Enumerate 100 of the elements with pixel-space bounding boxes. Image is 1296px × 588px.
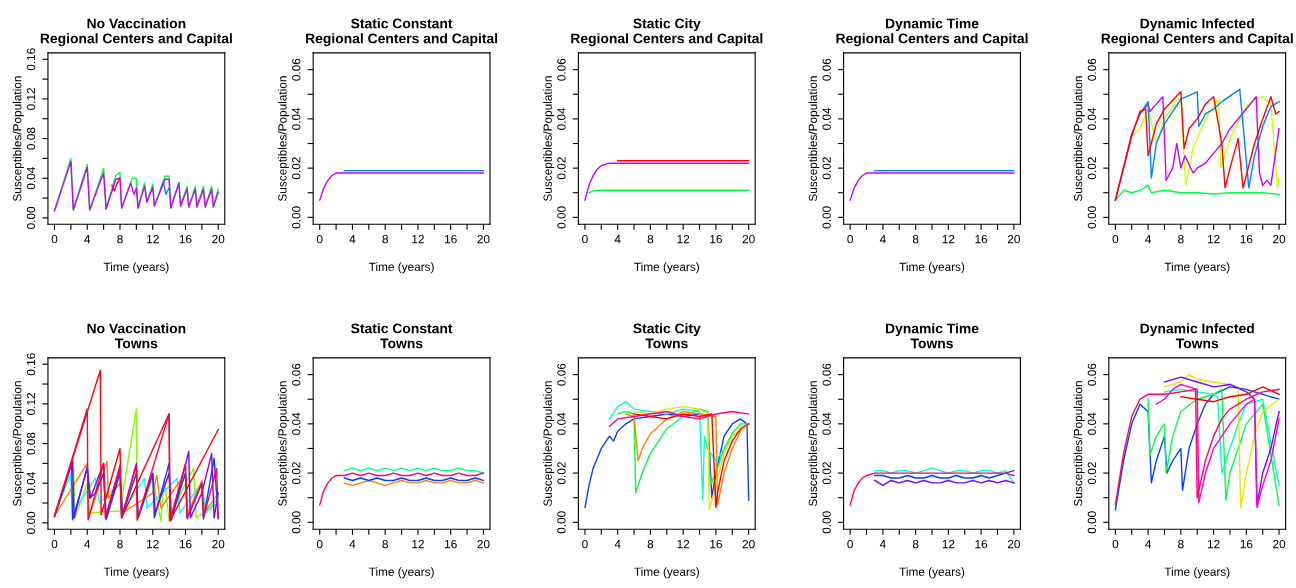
chart-title: Static City Regional Centers and Capital xyxy=(571,18,763,47)
x-tick-label: 12 xyxy=(1207,234,1220,244)
x-axis-title: Time (years) xyxy=(368,567,434,579)
y-tick-label: 0.00 xyxy=(292,206,301,229)
x-tick-label: 4 xyxy=(84,235,91,244)
x-tick-label: 12 xyxy=(1207,539,1220,549)
x-tick-label: 16 xyxy=(1240,234,1253,244)
y-tick-label: 0.08 xyxy=(26,432,36,455)
x-tick-label: 0 xyxy=(316,539,323,549)
y-tick-label: 0.06 xyxy=(557,58,566,81)
y-tick-label: 0.06 xyxy=(822,58,831,81)
y-tick-label: 0.04 xyxy=(26,167,36,190)
line-series xyxy=(1180,386,1280,403)
x-tick-label: 16 xyxy=(179,539,192,549)
chart-title: Dynamic Time Regional Centers and Capital xyxy=(836,18,1028,47)
x-tick-label: 20 xyxy=(212,234,225,244)
y-axis-title: Susceptibles/Population xyxy=(543,381,555,506)
x-tick-label: 0 xyxy=(582,539,588,549)
y-tick-label: 0.06 xyxy=(292,58,301,81)
y-tick-label: 0.06 xyxy=(557,363,566,386)
y-axis-title: Susceptibles/Population xyxy=(12,381,24,506)
y-tick-label: 0.00 xyxy=(557,511,566,534)
x-tick-label: 0 xyxy=(316,234,323,244)
y-tick-label: 0.04 xyxy=(822,107,831,130)
y-tick-label: 0.00 xyxy=(1087,511,1097,534)
x-axis-title: Time (years) xyxy=(634,567,699,579)
x-axis-title: Time (years) xyxy=(634,262,699,274)
y-tick-label: 0.04 xyxy=(822,412,831,435)
y-tick-label: 0.02 xyxy=(557,462,566,485)
y-axis-title: Susceptibles/Population xyxy=(543,76,555,202)
y-tick-label: 0.04 xyxy=(1087,107,1097,130)
line-series xyxy=(616,408,750,494)
y-tick-label: 0.00 xyxy=(1087,206,1097,229)
x-tick-label: 4 xyxy=(879,540,886,549)
chart-title: No Vaccination Towns xyxy=(87,323,186,349)
line-series xyxy=(874,469,1015,479)
x-tick-label: 8 xyxy=(382,234,388,244)
x-tick-label: 0 xyxy=(1112,539,1119,549)
line-series xyxy=(608,410,750,428)
x-tick-label: 12 xyxy=(147,234,159,244)
line-series xyxy=(849,472,1015,506)
y-axis-title: Susceptibles/Population xyxy=(1073,76,1085,202)
x-tick-label: 12 xyxy=(677,234,690,244)
x-tick-label: 16 xyxy=(445,539,457,549)
y-tick-label: 0.00 xyxy=(26,206,36,229)
line-series xyxy=(849,172,1015,201)
chart-title: Static City Towns xyxy=(633,323,701,349)
x-tick-label: 12 xyxy=(412,234,424,244)
line-series xyxy=(584,162,750,201)
y-axis-title: Susceptibles/Population xyxy=(808,76,820,202)
y-tick-label: 0.04 xyxy=(557,107,566,130)
chart-title: Static Constant Regional Centers and Capital xyxy=(306,18,498,47)
x-tick-label: 0 xyxy=(1112,234,1119,244)
x-tick-label: 20 xyxy=(1007,539,1020,549)
y-tick-label: 0.12 xyxy=(26,392,36,415)
x-tick-label: 20 xyxy=(212,539,225,549)
y-tick-label: 0.00 xyxy=(26,511,36,534)
chart-title: Dynamic Time Towns xyxy=(885,323,979,349)
x-tick-label: 20 xyxy=(742,234,755,244)
x-tick-label: 12 xyxy=(147,539,159,549)
y-tick-label: 0.02 xyxy=(557,157,566,180)
chart-title: Static Constant Towns xyxy=(351,323,453,349)
y-tick-label: 0.00 xyxy=(822,511,831,534)
x-tick-label: 20 xyxy=(1273,539,1286,549)
x-axis-title: Time (years) xyxy=(1164,262,1230,274)
y-tick-label: 0.08 xyxy=(26,127,36,150)
x-tick-label: 12 xyxy=(942,234,955,244)
y-tick-label: 0.12 xyxy=(26,88,36,110)
line-series xyxy=(874,467,1015,484)
x-tick-label: 4 xyxy=(84,540,91,549)
x-tick-label: 16 xyxy=(975,539,988,549)
line-series xyxy=(53,408,219,522)
x-tick-label: 4 xyxy=(1145,235,1152,244)
x-tick-label: 8 xyxy=(117,539,123,549)
y-tick-label: 0.00 xyxy=(822,206,831,229)
x-tick-label: 0 xyxy=(51,234,58,244)
y-tick-label: 0.04 xyxy=(557,412,566,435)
x-tick-label: 16 xyxy=(1240,539,1253,549)
y-tick-label: 0.00 xyxy=(557,206,566,229)
y-tick-label: 0.06 xyxy=(1087,58,1097,81)
x-tick-label: 4 xyxy=(614,540,621,549)
x-axis-title: Time (years) xyxy=(1164,567,1230,579)
y-tick-label: 0.02 xyxy=(822,462,831,485)
x-tick-label: 8 xyxy=(382,539,388,549)
x-axis-title: Time (years) xyxy=(103,262,169,274)
y-tick-label: 0.04 xyxy=(1087,412,1097,435)
x-tick-label: 16 xyxy=(975,234,988,244)
x-tick-label: 12 xyxy=(412,539,424,549)
x-tick-label: 8 xyxy=(647,234,654,244)
y-tick-label: 0.00 xyxy=(292,511,301,534)
x-tick-label: 8 xyxy=(1178,234,1184,244)
y-tick-label: 0.16 xyxy=(26,353,36,376)
y-tick-label: 0.02 xyxy=(822,157,831,180)
y-tick-label: 0.06 xyxy=(1087,363,1097,386)
x-tick-label: 4 xyxy=(349,235,356,244)
x-tick-label: 20 xyxy=(742,539,755,549)
y-tick-label: 0.06 xyxy=(822,363,831,386)
x-tick-label: 8 xyxy=(117,234,123,244)
x-tick-label: 12 xyxy=(677,539,690,549)
y-axis-title: Susceptibles/Population xyxy=(12,76,24,202)
